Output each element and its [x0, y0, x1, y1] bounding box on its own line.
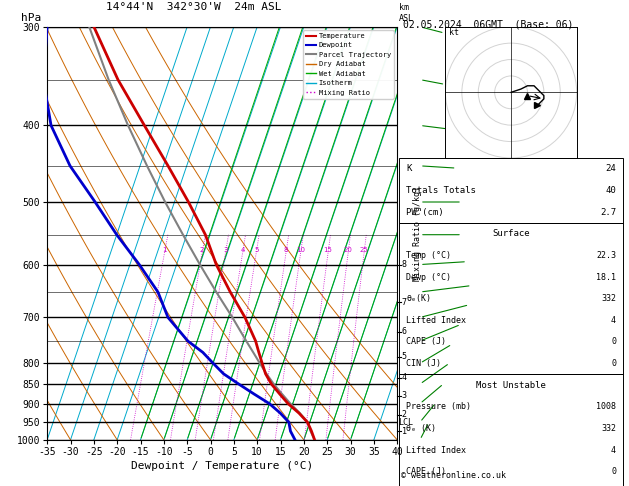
- Text: 5: 5: [402, 352, 407, 361]
- Text: Pressure (mb): Pressure (mb): [406, 402, 471, 411]
- Legend: Temperature, Dewpoint, Parcel Trajectory, Dry Adiabat, Wet Adiabat, Isotherm, Mi: Temperature, Dewpoint, Parcel Trajectory…: [303, 30, 394, 99]
- Text: 24: 24: [605, 164, 616, 174]
- Text: 8: 8: [284, 247, 288, 253]
- Text: Mixing Ratio (g/kg): Mixing Ratio (g/kg): [413, 186, 422, 281]
- Text: kt: kt: [448, 28, 459, 37]
- Text: 332: 332: [601, 294, 616, 303]
- Text: Temp (°C): Temp (°C): [406, 251, 451, 260]
- Text: Lifted Index: Lifted Index: [406, 316, 466, 325]
- Text: 1008: 1008: [596, 402, 616, 411]
- Text: 7: 7: [402, 298, 407, 307]
- Text: 02.05.2024  06GMT  (Base: 06): 02.05.2024 06GMT (Base: 06): [403, 19, 573, 30]
- X-axis label: Dewpoint / Temperature (°C): Dewpoint / Temperature (°C): [131, 461, 313, 471]
- Text: 8: 8: [402, 260, 407, 269]
- Text: 0: 0: [611, 359, 616, 368]
- Text: Lifted Index: Lifted Index: [406, 446, 466, 455]
- Text: 0: 0: [611, 468, 616, 476]
- Bar: [399, 158, 623, 223]
- Text: θₑ (K): θₑ (K): [406, 424, 436, 433]
- Text: CAPE (J): CAPE (J): [406, 468, 446, 476]
- Text: 5: 5: [254, 247, 259, 253]
- Text: Surface: Surface: [493, 229, 530, 238]
- Text: 18.1: 18.1: [596, 273, 616, 281]
- Text: 3: 3: [402, 391, 407, 400]
- Text: Most Unstable: Most Unstable: [476, 381, 546, 390]
- Text: 4: 4: [611, 316, 616, 325]
- Text: 0: 0: [611, 337, 616, 347]
- Text: 10: 10: [296, 247, 305, 253]
- Text: LCL: LCL: [398, 418, 413, 427]
- Text: 4: 4: [402, 373, 407, 382]
- Text: 2.7: 2.7: [600, 208, 616, 217]
- Text: 20: 20: [343, 247, 353, 253]
- Text: 2: 2: [200, 247, 204, 253]
- Text: PW (cm): PW (cm): [406, 208, 443, 217]
- Text: 6: 6: [402, 328, 407, 336]
- Text: K: K: [406, 164, 411, 174]
- Text: 25: 25: [360, 247, 369, 253]
- Text: 1: 1: [162, 247, 167, 253]
- Text: 4: 4: [240, 247, 245, 253]
- Text: 15: 15: [323, 247, 333, 253]
- Text: 332: 332: [601, 424, 616, 433]
- Text: 4: 4: [611, 446, 616, 455]
- Text: 3: 3: [223, 247, 228, 253]
- Text: 2: 2: [402, 411, 407, 419]
- Text: CIN (J): CIN (J): [406, 359, 441, 368]
- Bar: [399, 223, 623, 374]
- Text: CAPE (J): CAPE (J): [406, 337, 446, 347]
- Text: hPa: hPa: [21, 13, 41, 22]
- Text: 14°44'N  342°30'W  24m ASL: 14°44'N 342°30'W 24m ASL: [106, 2, 282, 12]
- Text: θₑ(K): θₑ(K): [406, 294, 431, 303]
- Bar: [399, 374, 623, 486]
- Text: 1: 1: [402, 427, 407, 435]
- Text: 22.3: 22.3: [596, 251, 616, 260]
- Text: © weatheronline.co.uk: © weatheronline.co.uk: [401, 471, 506, 480]
- Text: km
ASL: km ASL: [399, 3, 414, 22]
- Text: Totals Totals: Totals Totals: [406, 186, 476, 195]
- Text: Dewp (°C): Dewp (°C): [406, 273, 451, 281]
- Text: 40: 40: [605, 186, 616, 195]
